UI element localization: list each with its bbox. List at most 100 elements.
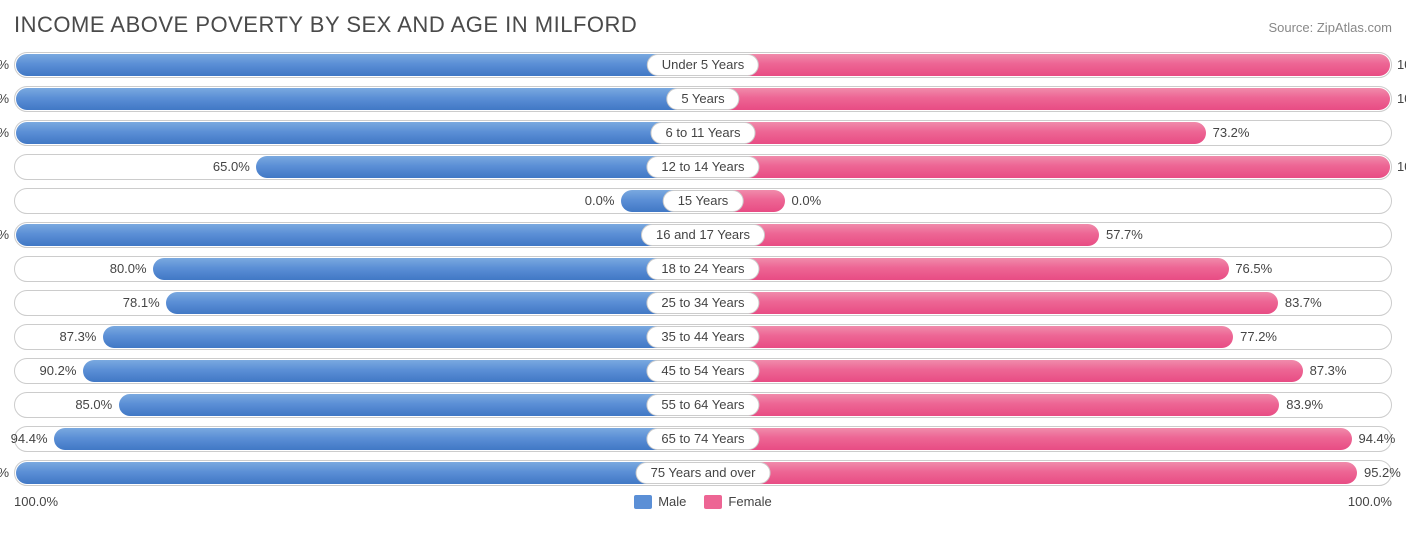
value-label-female: 77.2% [1234,325,1277,349]
value-label-male: 87.3% [60,325,103,349]
value-label-female: 76.5% [1229,257,1272,281]
chart-row: 100.0%73.2%6 to 11 Years [14,120,1392,146]
value-label-male: 85.0% [75,393,118,417]
bar-female [703,462,1357,484]
bar-male [119,394,703,416]
bar-container-female [703,462,1390,484]
value-label-female: 83.7% [1279,291,1322,315]
value-label-female: 100.0% [1391,155,1406,179]
bar-container-female [703,122,1390,144]
bar-female [703,326,1233,348]
bar-female [703,54,1390,76]
legend: Male Female [634,494,772,509]
bar-container-male [16,292,703,314]
category-label: 15 Years [663,190,744,212]
bar-container-male [16,360,703,382]
bar-container-male [16,88,703,110]
bar-container-female [703,224,1390,246]
axis-row: 100.0% Male Female 100.0% [14,494,1392,509]
bar-female [703,122,1206,144]
chart-row: 65.0%100.0%12 to 14 Years [14,154,1392,180]
value-label-male: 0.0% [585,189,621,213]
chart-row: 100.0%100.0%Under 5 Years [14,52,1392,78]
bar-male [16,122,703,144]
bar-male [16,462,703,484]
value-label-female: 87.3% [1304,359,1347,383]
bar-male [166,292,703,314]
value-label-female: 0.0% [786,189,822,213]
bar-container-female [703,428,1390,450]
axis-left-label: 100.0% [14,494,58,509]
value-label-female: 95.2% [1358,461,1401,485]
chart-row: 85.0% 83.9% 55 to 64 Years [14,392,1392,418]
category-label: 45 to 54 Years [646,360,759,382]
legend-item-female: Female [704,494,771,509]
value-label-female: 94.4% [1352,427,1395,451]
bar-container-male [16,326,703,348]
bar-container-male [16,122,703,144]
value-label-male: 100.0% [0,461,15,485]
chart-row: 94.4% 94.4% 65 to 74 Years [14,426,1392,452]
bar-male [256,156,703,178]
bar-container-female [703,54,1390,76]
value-label-female: 73.2% [1207,121,1250,145]
category-label: Under 5 Years [647,54,759,76]
chart-row: 100.0%57.7%16 and 17 Years [14,222,1392,248]
value-label-male: 100.0% [0,53,15,77]
bar-container-female [703,88,1390,110]
legend-swatch-female [704,495,722,509]
category-label: 55 to 64 Years [646,394,759,416]
chart-row: 100.0%95.2%75 Years and over [14,460,1392,486]
legend-label-female: Female [728,494,771,509]
category-label: 12 to 14 Years [646,156,759,178]
bar-female [703,156,1390,178]
bar-female [703,258,1229,280]
bar-male [16,54,703,76]
bar-container-female [703,258,1390,280]
chart-title: INCOME ABOVE POVERTY BY SEX AND AGE IN M… [14,12,637,38]
bar-female [703,292,1278,314]
value-label-male: 100.0% [0,87,15,111]
bar-container-female [703,326,1390,348]
bar-male [103,326,703,348]
bar-container-male [16,462,703,484]
bar-male [54,428,703,450]
value-label-male: 80.0% [110,257,153,281]
chart-source: Source: ZipAtlas.com [1268,20,1392,35]
bar-male [16,224,703,246]
value-label-male: 100.0% [0,223,15,247]
bar-container-male [16,428,703,450]
category-label: 65 to 74 Years [646,428,759,450]
legend-label-male: Male [658,494,686,509]
bar-male [153,258,703,280]
value-label-male: 94.4% [11,427,54,451]
bar-container-male [16,54,703,76]
chart-row: 87.3%77.2%35 to 44 Years [14,324,1392,350]
bar-male [16,88,703,110]
bar-container-female [703,360,1390,382]
category-label: 18 to 24 Years [646,258,759,280]
value-label-male: 78.1% [123,291,166,315]
chart-row: 80.0% 76.5% 18 to 24 Years [14,256,1392,282]
bar-female [703,88,1390,110]
bar-container-male [16,156,703,178]
category-label: 16 and 17 Years [641,224,765,246]
chart-row: 100.0%100.0%5 Years [14,86,1392,112]
category-label: 6 to 11 Years [651,122,756,144]
bar-container-male [16,224,703,246]
legend-swatch-male [634,495,652,509]
value-label-female: 100.0% [1391,87,1406,111]
bar-container-male [16,394,703,416]
chart-row: 90.2% 87.3% 45 to 54 Years [14,358,1392,384]
category-label: 75 Years and over [636,462,771,484]
category-label: 25 to 34 Years [646,292,759,314]
bar-female [703,428,1352,450]
axis-right-label: 100.0% [1348,494,1392,509]
bar-female [703,360,1303,382]
value-label-male: 90.2% [40,359,83,383]
value-label-female: 83.9% [1280,393,1323,417]
diverging-bar-chart: 100.0%100.0%Under 5 Years 100.0%100.0%5 Y… [14,52,1392,486]
bar-female [703,394,1279,416]
chart-row: 78.1% 83.7% 25 to 34 Years [14,290,1392,316]
value-label-female: 100.0% [1391,53,1406,77]
